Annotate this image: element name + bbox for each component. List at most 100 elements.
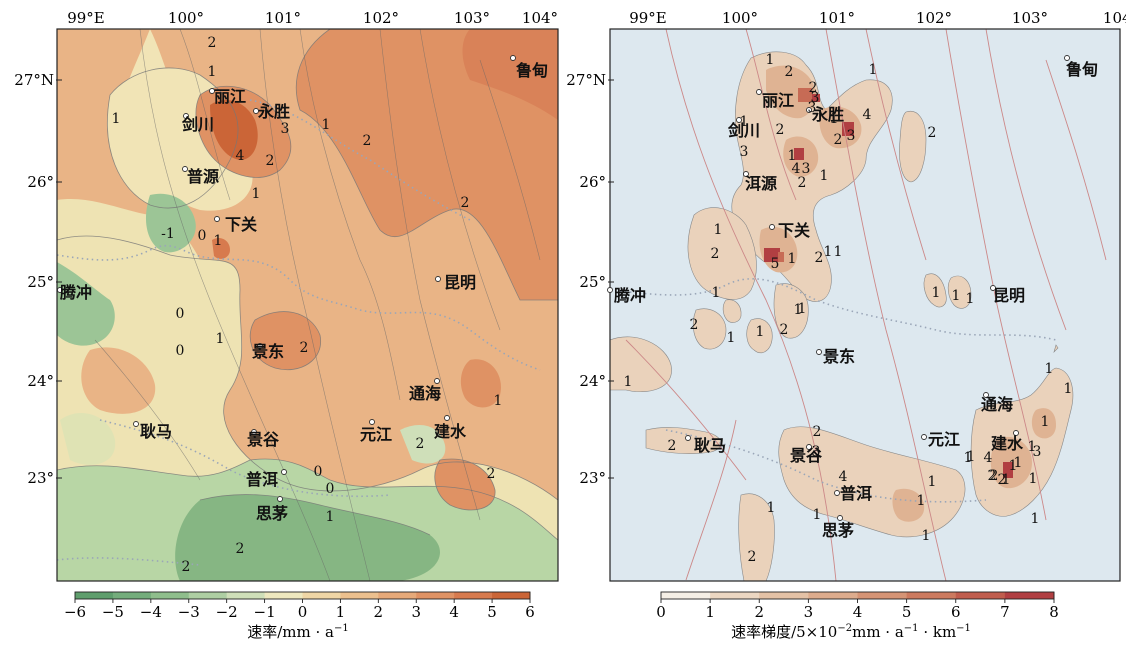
station-marker: [510, 55, 516, 61]
station-label: 昆明: [993, 286, 1025, 305]
contour-label: 2: [780, 322, 789, 338]
lon-tick-label: 104°: [1103, 9, 1126, 27]
contour-label: 2: [776, 122, 785, 138]
contour-label: 2: [834, 132, 843, 148]
station-marker: [756, 89, 762, 95]
colorbar-tick-label: 2: [754, 603, 764, 621]
station-marker: [806, 444, 812, 450]
station-marker: [607, 287, 613, 293]
colorbar-segment: [454, 592, 493, 599]
station-marker: [214, 216, 220, 222]
station-marker: [435, 276, 441, 282]
lon-axis: 99°E 100° 101° 102° 103° 104°: [629, 9, 1126, 27]
contour-label: 4: [863, 107, 872, 123]
contour-label: 2: [363, 133, 372, 149]
colorbar-segment: [75, 592, 114, 599]
contour-label: 1: [922, 528, 931, 544]
colorbar-tick-label: 0: [298, 603, 308, 621]
contour-label: 1: [788, 148, 797, 164]
contour-label: 4: [236, 148, 245, 164]
lat-tick-label: 25°: [579, 273, 606, 291]
lon-tick-label: 104°: [522, 9, 558, 27]
lat-tick-label: 26°: [579, 173, 606, 191]
contour-label: 1: [813, 507, 822, 523]
contour-label: 2: [998, 472, 1007, 488]
colorbar-segment: [710, 592, 760, 599]
colorbar-tick-label: 1: [705, 603, 715, 621]
lat-tick-label: 24°: [579, 372, 606, 390]
colorbar-segment: [955, 592, 1006, 599]
lon-tick-label: 99°E: [629, 9, 667, 27]
rate-colorbar: −6 −5 −4 −3 −2 −1 0 1 2 3 4 5 6: [64, 591, 535, 621]
contour-label: 1: [794, 302, 803, 318]
contour-label: 1: [1045, 361, 1054, 377]
colorbar-segment: [857, 592, 908, 599]
contour-label: 0: [326, 481, 335, 497]
contour-label: 1: [966, 291, 975, 307]
contour-label: 1: [712, 285, 721, 301]
colorbar-tick-label: −3: [178, 603, 200, 621]
station-label: 景东: [823, 347, 855, 366]
colorbar-segment: [378, 592, 417, 599]
rate-colorbar-title: 速率/mm · a−1: [247, 623, 349, 641]
station-label: 景谷: [790, 446, 823, 465]
contour-label: 3: [740, 144, 749, 160]
rate-map-body: [57, 29, 558, 581]
station-marker: [277, 496, 283, 502]
map-frame: [56, 28, 559, 582]
lon-tick-label: 103°: [1012, 9, 1048, 27]
station-marker: [57, 287, 63, 293]
station-marker: [253, 108, 259, 114]
colorbar-segment: [264, 592, 303, 599]
contour-label: 1: [1009, 458, 1018, 474]
contour-label: 1: [1041, 414, 1050, 430]
colorbar-tick-label: 6: [951, 603, 961, 621]
lat-tick-label: 27°N: [14, 71, 54, 89]
station-label: 下关: [778, 221, 810, 240]
colorbar-segment: [188, 592, 228, 599]
station-label: 建水: [434, 422, 467, 441]
lat-tick-label: 24°: [27, 372, 54, 390]
contour-label: 3: [847, 128, 856, 144]
contour-label: 2: [785, 64, 794, 80]
station-label: 昆明: [444, 273, 476, 292]
colorbar-tick-label: 0: [656, 603, 666, 621]
colorbar-segment: [340, 592, 379, 599]
station-label: 思茅: [822, 521, 854, 540]
contour-label: 0: [176, 306, 185, 322]
colorbar-tick-label: 7: [1000, 603, 1010, 621]
colorbar-tick-label: 4: [449, 603, 459, 621]
contour-label: 1: [869, 62, 878, 78]
colorbar-tick-label: −4: [140, 603, 162, 621]
contour-label: 2: [748, 549, 757, 565]
colorbar-tick-label: −6: [64, 603, 86, 621]
gradient-colorbar: 0 1 2 3 4 5 6 7 8: [656, 591, 1059, 621]
contour-label: 1: [967, 449, 976, 465]
station-marker: [816, 349, 822, 355]
station-label: 耿马: [140, 422, 172, 441]
lat-tick-label: 27°N: [566, 71, 606, 89]
contour-label: 1: [208, 64, 217, 80]
station-marker: [444, 415, 450, 421]
contour-label: 1: [1028, 439, 1037, 455]
station-marker: [183, 113, 189, 119]
lat-axis: 27°N 26° 25° 24° 23°: [14, 71, 62, 487]
station-label: 剑川: [181, 115, 214, 134]
contour-label: 1: [216, 331, 225, 347]
station-marker: [1064, 55, 1070, 61]
lon-tick-label: 99°E: [67, 9, 105, 27]
lon-axis: 99°E 100° 101° 102° 103° 104°: [67, 9, 558, 27]
colorbar-segment: [661, 592, 711, 599]
contour-label: 2: [798, 175, 807, 191]
colorbar-segment: [302, 592, 341, 599]
gradient-hot: [764, 88, 1013, 478]
lon-tick-label: 101°: [819, 9, 855, 27]
station-label: 通海: [981, 395, 1013, 414]
gradient-map-body: [610, 29, 1120, 581]
station-label: 剑川: [727, 121, 760, 140]
contour-label: 2: [809, 80, 818, 96]
colorbar-tick-label: 1: [336, 603, 346, 621]
